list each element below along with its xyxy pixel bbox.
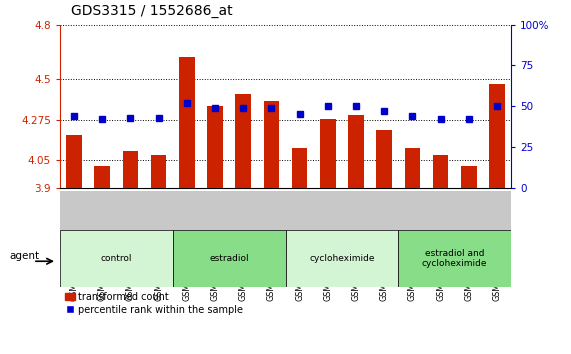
Bar — [405, 148, 420, 188]
Bar — [399, 230, 511, 287]
Text: control: control — [100, 254, 132, 263]
Bar — [433, 155, 448, 188]
Bar — [235, 93, 251, 188]
Bar — [461, 166, 477, 188]
Bar — [264, 101, 279, 188]
Bar — [207, 106, 223, 188]
Bar — [60, 230, 173, 287]
Bar — [348, 115, 364, 188]
Bar — [94, 166, 110, 188]
Bar — [376, 130, 392, 188]
Text: agent: agent — [9, 251, 39, 261]
Text: GDS3315 / 1552686_at: GDS3315 / 1552686_at — [71, 4, 233, 18]
Bar — [151, 155, 166, 188]
Bar — [320, 119, 336, 188]
Bar — [489, 85, 505, 188]
Text: estradiol and
cycloheximide: estradiol and cycloheximide — [422, 249, 488, 268]
Bar — [292, 148, 307, 188]
Bar — [286, 230, 399, 287]
Legend: transformed count, percentile rank within the sample: transformed count, percentile rank withi… — [65, 292, 243, 314]
Text: cycloheximide: cycloheximide — [309, 254, 375, 263]
Text: estradiol: estradiol — [210, 254, 249, 263]
Bar — [66, 135, 82, 188]
Bar — [123, 152, 138, 188]
Bar — [179, 57, 195, 188]
Bar — [173, 230, 286, 287]
